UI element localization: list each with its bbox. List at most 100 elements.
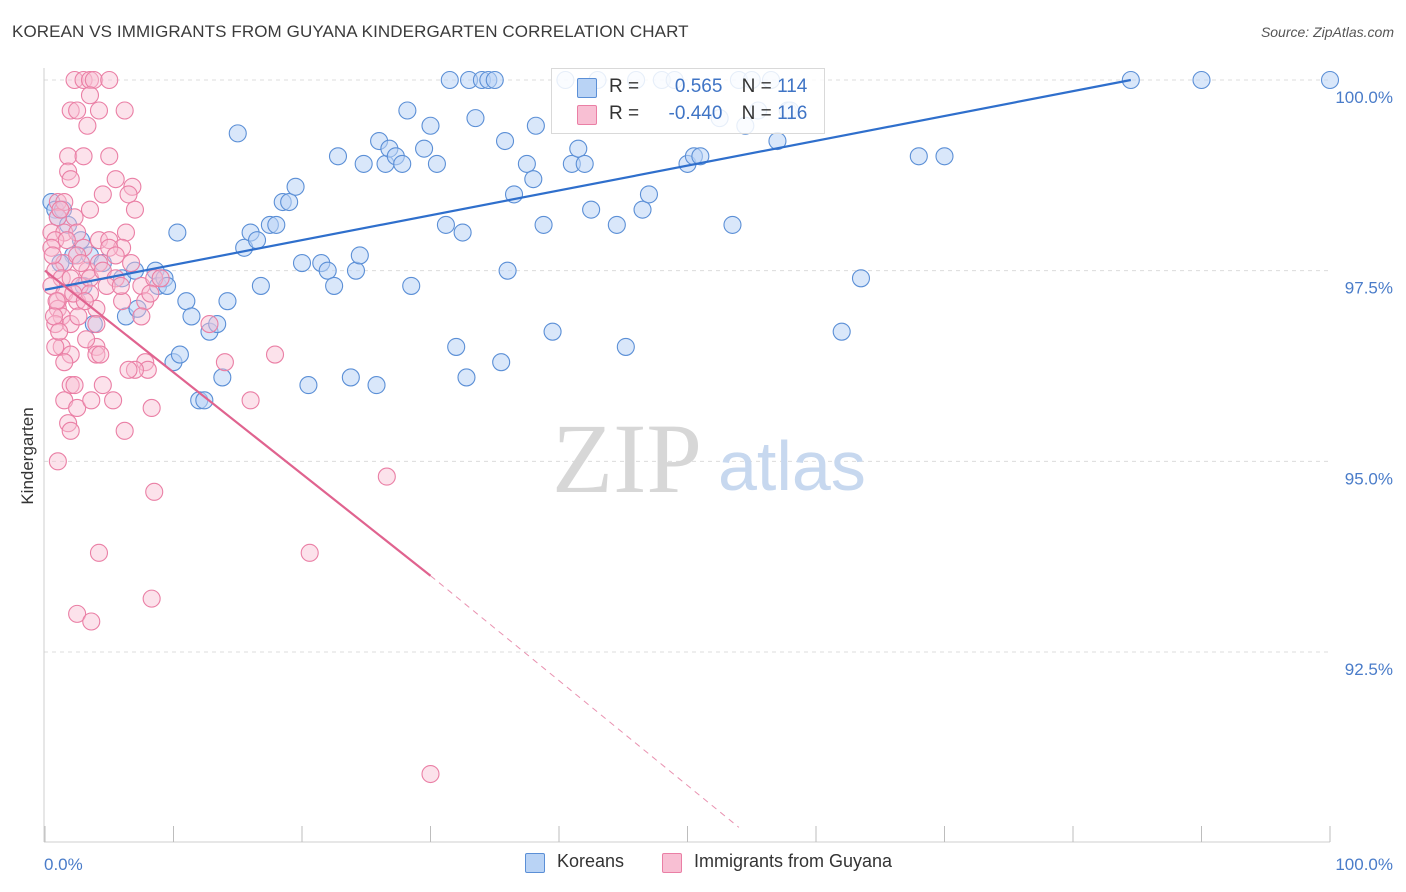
guyana-r-value: -0.440 — [668, 103, 723, 124]
guyana-point-114 — [50, 322, 69, 341]
x-tick-labels: 0.0% 100.0% — [44, 855, 1393, 874]
korean-point-24 — [195, 391, 214, 410]
guyana-point-74 — [125, 360, 144, 379]
korean-point-60 — [436, 215, 455, 234]
guyana-point-82 — [68, 398, 87, 417]
korean-point-110 — [1192, 70, 1211, 90]
guyana-point-110 — [44, 307, 64, 326]
guyana-stats: R = -0.440 N = 116 — [609, 103, 807, 125]
korean-point-96 — [723, 215, 742, 234]
korean-point-22 — [182, 307, 201, 326]
koreans-stats: R = 0.565 N = 114 — [609, 76, 807, 98]
legend-label-guyana: Immigrants from Guyana — [694, 851, 893, 871]
korean-point-47 — [350, 246, 369, 265]
guyana-point-95 — [82, 612, 101, 631]
korean-point-75 — [524, 170, 543, 189]
guyana-n-label: N = — [741, 103, 772, 124]
korean-point-38 — [286, 177, 305, 196]
korean-point-54 — [393, 154, 412, 173]
korean-point-19 — [168, 223, 187, 242]
guyana-swatch — [577, 105, 597, 125]
y-tick-label-1: 97.5% — [1345, 279, 1393, 298]
korean-point-39 — [292, 253, 312, 273]
guyana-point-12 — [74, 147, 93, 166]
korean-point-69 — [485, 70, 504, 90]
korean-point-66 — [466, 109, 485, 128]
legend-label-koreans: Koreans — [557, 851, 625, 871]
legend-swatch-guyana — [662, 853, 682, 873]
korean-point-57 — [415, 139, 434, 158]
korean-point-48 — [354, 154, 373, 173]
guyana-point-101 — [132, 307, 151, 326]
guyana-point-107 — [47, 292, 66, 311]
guyana-point-69 — [55, 353, 74, 372]
guyana-point-28 — [68, 223, 87, 242]
guyana-point-50 — [145, 269, 164, 288]
korean-point-20 — [170, 345, 189, 364]
korean-point-42 — [318, 261, 337, 280]
guyana-point-19 — [119, 185, 138, 204]
korean-point-85 — [607, 215, 626, 234]
guyana-point-113 — [111, 276, 130, 295]
koreans-points — [42, 70, 1340, 410]
guyana-trend-extension — [430, 575, 740, 828]
guyana-point-92 — [89, 543, 109, 562]
guyana-point-76 — [215, 353, 234, 372]
watermark-zip-text: ZIP — [552, 403, 702, 514]
korean-point-111 — [1320, 70, 1340, 90]
guyana-trend-line — [44, 269, 432, 577]
korean-point-83 — [582, 200, 601, 219]
korean-point-32 — [247, 231, 267, 250]
guyana-point-97 — [421, 764, 440, 784]
guyana-point-3 — [84, 70, 103, 90]
guyana-point-105 — [51, 200, 70, 219]
korean-point-43 — [325, 276, 344, 295]
korean-point-108 — [935, 147, 954, 166]
korean-point-27 — [213, 368, 232, 387]
korean-point-70 — [492, 353, 511, 372]
korean-point-56 — [402, 276, 421, 295]
korean-point-33 — [251, 276, 270, 295]
guyana-point-6 — [61, 101, 80, 120]
guyana-point-11 — [59, 147, 78, 166]
korean-point-28 — [218, 292, 237, 311]
korean-point-77 — [534, 215, 553, 234]
korean-point-21 — [177, 292, 196, 311]
koreans-r-value: 0.565 — [674, 76, 723, 97]
korean-point-78 — [543, 322, 562, 341]
watermark: ZIP atlas — [552, 403, 866, 514]
trend-lines — [44, 78, 1132, 828]
guyana-point-34 — [113, 238, 132, 257]
guyana-point-75 — [119, 360, 138, 379]
korean-point-62 — [447, 337, 466, 356]
y-tick-label-2: 95.0% — [1345, 469, 1393, 488]
guyana-point-32 — [89, 231, 109, 250]
guyana-point-84 — [104, 391, 123, 410]
guyana-point-89 — [48, 452, 67, 471]
guyana-point-9 — [115, 101, 134, 120]
korean-point-37 — [280, 192, 299, 212]
koreans-trend-line — [44, 78, 1132, 291]
guyana-point-17 — [93, 185, 112, 204]
guyana-point-91 — [377, 467, 396, 486]
guyana-point-100 — [151, 269, 170, 288]
guyana-point-64 — [87, 315, 106, 334]
korean-point-82 — [575, 154, 594, 173]
koreans-r-label: R = — [609, 76, 640, 97]
series-legend: Koreans Immigrants from Guyana — [0, 850, 1406, 878]
guyana-point-59 — [141, 284, 160, 303]
guyana-point-77 — [265, 345, 285, 364]
korean-point-94 — [691, 147, 710, 166]
korean-point-55 — [398, 101, 417, 120]
guyana-point-5 — [80, 86, 100, 105]
guyana-point-73 — [138, 360, 157, 379]
guyana-point-15 — [61, 170, 80, 189]
guyana-point-79 — [65, 376, 84, 395]
korean-point-63 — [453, 223, 472, 242]
guyana-point-35 — [42, 238, 61, 257]
korean-point-58 — [421, 116, 440, 135]
stats-legend: R = 0.565 N = 114 R = -0.440 N = 116 — [551, 68, 825, 134]
koreans-swatch — [577, 78, 597, 98]
guyana-point-13 — [100, 147, 119, 166]
korean-point-71 — [495, 131, 515, 151]
